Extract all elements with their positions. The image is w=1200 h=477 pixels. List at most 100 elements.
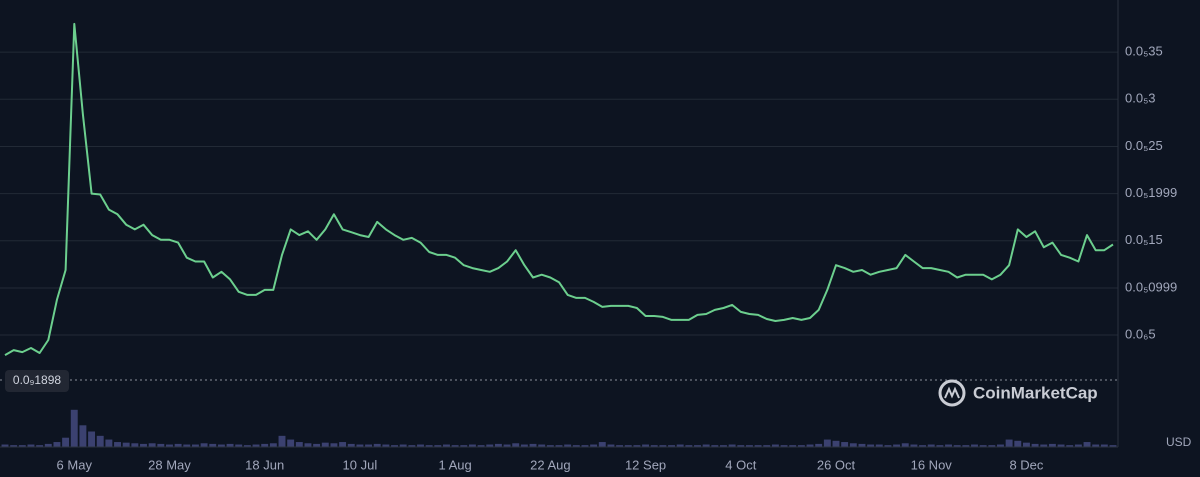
volume-bar	[581, 445, 589, 447]
volume-bar	[694, 445, 701, 447]
y-tick-label: 0.0₆5	[1125, 326, 1156, 341]
volume-bar	[105, 439, 113, 447]
volume-bar	[1005, 439, 1013, 447]
volume-bar	[88, 431, 96, 447]
volume-bar	[858, 443, 866, 447]
volume-bar	[1109, 445, 1117, 447]
volume-bar	[373, 443, 381, 447]
volume-bar	[443, 444, 450, 447]
volume-bar	[1040, 444, 1048, 447]
volume-bar	[1083, 442, 1091, 447]
volume-bar	[44, 443, 52, 447]
volume-bar	[217, 444, 225, 447]
volume-bar	[529, 443, 537, 447]
volume-bar	[1066, 445, 1074, 447]
volume-bar	[18, 445, 26, 447]
watermark: CoinMarketCap	[973, 383, 1098, 402]
volume-bar	[841, 442, 849, 447]
volume-bar	[330, 443, 338, 447]
volume-bar	[382, 444, 390, 447]
volume-bar	[269, 443, 277, 447]
volume-bar	[832, 440, 840, 447]
volume-bar	[962, 445, 970, 447]
volume-bar	[53, 442, 61, 447]
x-tick-label: 28 May	[148, 457, 191, 472]
x-tick-label: 8 Dec	[1009, 457, 1043, 472]
volume-bar	[1100, 444, 1108, 447]
volume-bar	[971, 444, 978, 447]
volume-bar	[460, 445, 468, 447]
volume-bar	[287, 439, 295, 447]
x-tick-label: 4 Oct	[725, 457, 756, 472]
x-tick-label: 1 Aug	[438, 457, 471, 472]
price-line	[4, 22, 1114, 356]
volume-bar	[538, 444, 546, 447]
volume-bar	[347, 443, 355, 447]
volume-bar	[919, 445, 927, 447]
volume-bar	[564, 444, 572, 447]
volume-bar	[451, 445, 459, 447]
volume-bar	[668, 445, 675, 447]
volume-bar	[10, 445, 18, 447]
volume-bar	[122, 442, 130, 447]
volume-bar	[616, 445, 624, 447]
volume-bar	[797, 445, 805, 447]
volume-bar	[425, 445, 433, 447]
volume-bar	[243, 445, 251, 447]
volume-bar	[209, 443, 217, 447]
volume-bar	[546, 445, 554, 447]
volume-bar	[70, 409, 78, 447]
volume-bar	[893, 444, 901, 447]
volume-bar	[235, 444, 243, 447]
volume-bar	[477, 445, 485, 447]
x-tick-label: 6 May	[57, 457, 93, 472]
y-tick-label: 0.0₅25	[1125, 138, 1163, 153]
volume-bar	[936, 445, 944, 447]
volume-bar	[96, 435, 104, 447]
volume-bar	[321, 442, 329, 447]
volume-bar	[780, 445, 788, 447]
volume-bar	[503, 444, 511, 447]
volume-bar	[417, 444, 424, 447]
volume-bar	[901, 443, 909, 447]
volume-bar	[408, 445, 416, 447]
volume-bar	[927, 444, 935, 447]
volume-bar	[849, 443, 857, 447]
volume-bar	[365, 444, 373, 447]
volume-bar	[867, 444, 875, 447]
y-tick-label: 0.0₅35	[1125, 44, 1163, 59]
volume-bar	[399, 444, 407, 447]
volume-bar	[659, 445, 667, 447]
volume-bar	[27, 444, 35, 447]
volume-bar	[1057, 444, 1065, 447]
volume-bar	[391, 445, 398, 447]
y-tick-label: 0.0₅1999	[1125, 185, 1177, 200]
volume-bar	[737, 445, 745, 447]
volume-bar	[140, 443, 147, 447]
volume-bar	[676, 444, 684, 447]
grid	[0, 51, 1118, 336]
volume-bar	[702, 444, 710, 447]
volume-bar	[754, 445, 762, 447]
volume-bar	[1092, 444, 1100, 447]
volume-bar	[520, 444, 528, 447]
volume-bar	[434, 445, 442, 447]
volume-bar	[823, 439, 831, 447]
volume-bar	[997, 444, 1004, 447]
volume-bar	[114, 442, 121, 447]
volume-bar	[590, 444, 598, 447]
currency-label: USD	[1166, 435, 1192, 449]
volume-bar	[728, 444, 736, 447]
volume-bar	[624, 445, 632, 447]
volume-bar	[685, 445, 693, 447]
annotation-box	[5, 370, 69, 392]
volume-bar	[875, 444, 883, 447]
x-tick-label: 10 Jul	[343, 457, 378, 472]
volume-bar	[79, 425, 87, 447]
volume-bar	[148, 443, 156, 447]
volume-bar	[771, 444, 779, 447]
volume-bar	[711, 445, 719, 447]
